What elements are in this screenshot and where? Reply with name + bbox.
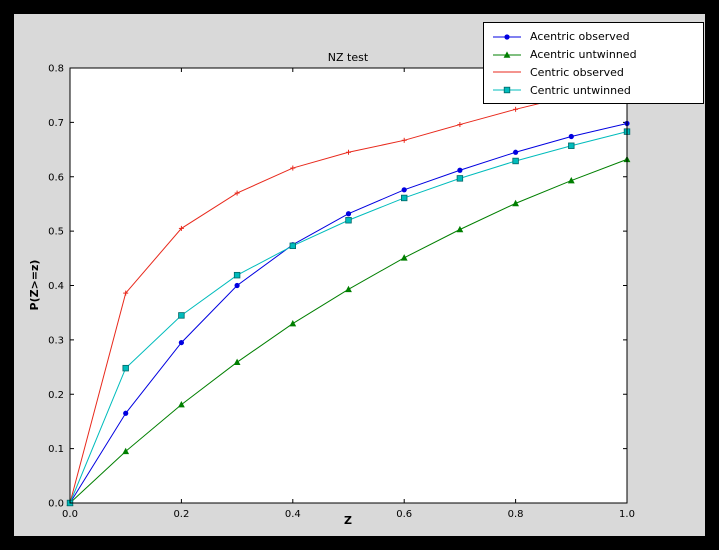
triangle-marker — [567, 176, 575, 184]
circle-marker — [513, 149, 519, 155]
chart-title: NZ test — [328, 51, 369, 64]
axis-ticks: 0.0 0.2 0.4 0.6 0.8 1.0 0.0 0.1 0.2 0.3 0.4 0.5 0.6 0… — [48, 64, 635, 521]
legend-label: Centric observed — [530, 65, 624, 79]
x-tick-label: 0.6 — [396, 509, 412, 520]
triangle-marker — [512, 199, 519, 207]
legend-item: Centric untwinned — [492, 81, 695, 99]
figure-canvas: 0.0 0.2 0.4 0.6 0.8 1.0 0.0 0.1 0.2 0.3 0.4 0.5 0.6 0… — [14, 14, 705, 536]
triangle-marker — [503, 51, 511, 58]
y-tick-label: 0.2 — [48, 390, 64, 401]
circle-marker — [504, 34, 510, 40]
legend-label: Acentric untwinned — [530, 48, 637, 62]
legend-sample-line — [493, 86, 521, 94]
x-tick-label: 1.0 — [619, 509, 635, 520]
y-tick-label: 0.6 — [48, 172, 64, 183]
triangle-marker — [400, 254, 408, 261]
axes-background — [70, 68, 627, 503]
legend-item: Acentric untwinned — [492, 46, 695, 64]
triangle-marker — [122, 447, 130, 455]
triangle-marker — [456, 225, 464, 233]
y-tick-label: 0.1 — [48, 444, 64, 455]
y-axis-label: P(Z>=z) — [28, 260, 41, 311]
y-tick-label: 0.7 — [48, 118, 64, 129]
triangle-marker — [345, 285, 352, 293]
circle-marker — [178, 339, 184, 346]
plot-area: 0.0 0.2 0.4 0.6 0.8 1.0 0.0 0.1 0.2 0.3 0.4 0.5 0.6 0… — [28, 51, 635, 527]
legend-item: Centric observed — [492, 64, 695, 82]
square-marker — [345, 217, 352, 224]
square-marker — [512, 157, 519, 165]
x-axis-label: Z — [344, 514, 352, 527]
series-acentric-untwinned — [66, 155, 631, 506]
x-tick-label: 0.0 — [62, 509, 78, 520]
square-marker — [456, 175, 464, 182]
x-tick-label: 0.2 — [173, 509, 189, 520]
square-marker — [568, 142, 575, 149]
y-tick-label: 0.5 — [48, 227, 64, 238]
circle-marker — [234, 282, 240, 289]
square-marker — [233, 271, 241, 279]
circle-marker — [401, 187, 407, 193]
legend-sample-line — [493, 34, 521, 40]
y-tick-label: 0.8 — [48, 64, 64, 75]
legend-sample-line — [493, 51, 521, 58]
circle-marker — [345, 211, 352, 217]
legend-label: Acentric observed — [530, 30, 630, 44]
legend-sample-line — [493, 71, 521, 73]
triangle-marker — [233, 358, 241, 365]
x-tick-label: 0.4 — [285, 509, 301, 520]
square-marker — [400, 194, 408, 202]
square-marker — [178, 312, 185, 319]
triangle-marker — [289, 319, 297, 327]
y-tick-label: 0.4 — [48, 281, 64, 292]
y-tick-label: 0.3 — [48, 335, 64, 346]
circle-marker — [123, 410, 129, 416]
data-series — [66, 86, 631, 507]
circle-marker — [457, 167, 463, 173]
y-tick-label: 0.0 — [48, 499, 64, 510]
x-tick-label: 0.8 — [508, 509, 524, 520]
square-marker — [122, 364, 129, 372]
triangle-marker — [178, 400, 185, 408]
square-marker — [289, 242, 296, 250]
legend-label: Centric untwinned — [530, 83, 631, 97]
circle-marker — [568, 133, 574, 140]
square-marker — [503, 86, 511, 94]
legend: Acentric observed Acentric untwinned Cen… — [483, 22, 704, 104]
axes-frame — [69, 67, 628, 504]
legend-item: Acentric observed — [492, 28, 695, 46]
